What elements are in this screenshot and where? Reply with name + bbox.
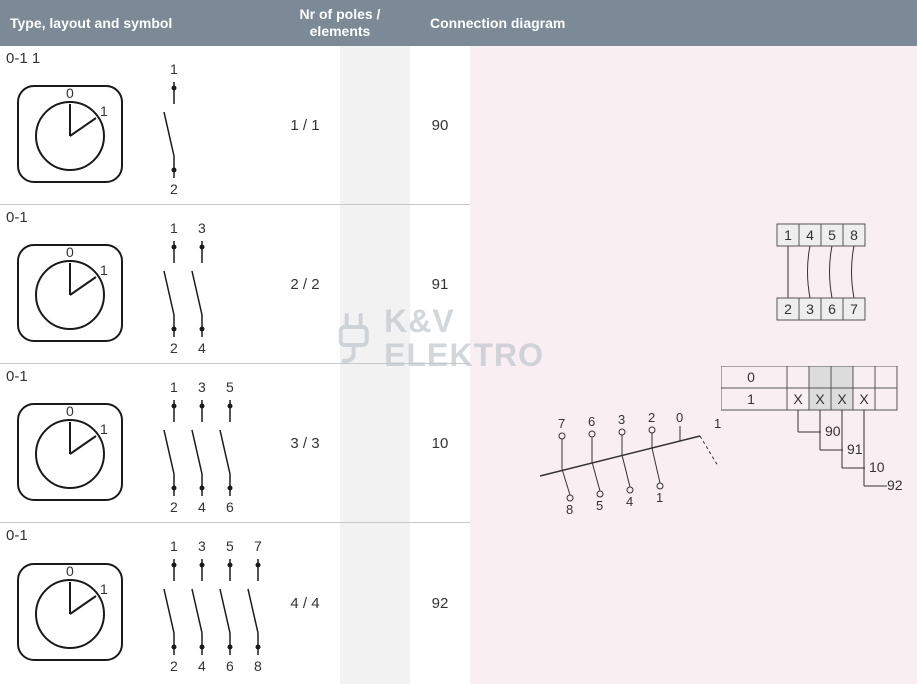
svg-text:1: 1 <box>170 379 178 395</box>
contact-top-label: 1 <box>170 61 178 77</box>
cam-bot: 5 <box>596 498 603 513</box>
ref-91: 91 <box>847 441 863 457</box>
dial-pos-0: 0 <box>66 85 74 101</box>
col-poles-body: 1 / 1 2 / 2 3 / 3 4 / 4 <box>270 46 340 684</box>
contact-symbols: 1 2 <box>160 60 270 200</box>
row-label: 0-1 <box>6 209 28 226</box>
term-r1-2: 5 <box>828 227 836 243</box>
svg-text:0: 0 <box>66 244 74 260</box>
contact-symbols: 1 2 3 4 5 6 7 8 <box>160 537 280 677</box>
svg-text:2: 2 <box>170 658 178 674</box>
header-col-type: Type, layout and symbol <box>0 15 270 31</box>
svg-text:3: 3 <box>198 538 206 554</box>
term-r2-2: 6 <box>828 301 836 317</box>
svg-text:5: 5 <box>226 379 234 395</box>
col-gap <box>340 46 410 684</box>
svg-text:2: 2 <box>170 499 178 515</box>
svg-text:5: 5 <box>226 538 234 554</box>
poles-value: 4 / 4 <box>270 523 340 683</box>
header-poles-line1: Nr of poles / <box>270 6 410 23</box>
svg-text:4: 4 <box>198 340 206 356</box>
tt-mark: X <box>815 391 825 407</box>
svg-text:3: 3 <box>198 379 206 395</box>
type-row: 0-1 0 1 1 2 3 4 5 6 7 8 <box>0 523 270 683</box>
rotary-dial-icon: 0 1 <box>10 74 130 194</box>
col-type-body: 0-1 1 0 1 1 2 <box>0 46 270 684</box>
conn-num: 90 <box>410 46 470 205</box>
rotary-dial-icon: 0 1 <box>10 552 130 672</box>
dial-pos-1: 1 <box>100 103 108 119</box>
tt-mark: X <box>837 391 847 407</box>
term-r2-1: 3 <box>806 301 814 317</box>
rotary-dial-icon: 0 1 <box>10 392 130 512</box>
term-r2-0: 2 <box>784 301 792 317</box>
tt-row-0: 0 <box>747 369 755 385</box>
header-poles-line2: elements <box>270 23 410 40</box>
svg-text:3: 3 <box>198 220 206 236</box>
cam-top: 3 <box>618 412 625 427</box>
cam-bot: 1 <box>656 490 663 505</box>
col-conn-num: 90 91 10 92 <box>410 46 470 684</box>
cam-label-0: 0 <box>676 410 683 425</box>
ref-90: 90 <box>825 423 841 439</box>
ref-10: 10 <box>869 459 885 475</box>
svg-text:1: 1 <box>170 220 178 236</box>
cam-switch-diagram: 0 1 7 6 3 2 8 5 4 1 <box>530 406 730 526</box>
term-r1-1: 4 <box>806 227 814 243</box>
svg-text:0: 0 <box>66 563 74 579</box>
svg-text:6: 6 <box>226 658 234 674</box>
svg-text:0: 0 <box>66 403 74 419</box>
rotary-dial-icon: 0 1 <box>10 233 130 353</box>
conn-num: 91 <box>410 205 470 364</box>
type-row: 0-1 0 1 1 2 3 4 <box>0 205 270 364</box>
cam-bot: 4 <box>626 494 633 509</box>
row-label: 0-1 <box>6 368 28 385</box>
cam-top: 6 <box>588 414 595 429</box>
svg-text:6: 6 <box>226 499 234 515</box>
cam-top: 7 <box>558 416 565 431</box>
svg-text:1: 1 <box>170 538 178 554</box>
table-body: 0-1 1 0 1 1 2 <box>0 46 917 684</box>
terminal-block-diagram: 1 4 5 8 2 3 6 7 <box>767 216 897 356</box>
contact-symbols: 1 2 3 4 <box>160 219 270 359</box>
contact-bottom-label: 2 <box>170 181 178 197</box>
type-row: 0-1 1 0 1 1 2 <box>0 46 270 205</box>
header-col-conn: Connection diagram <box>410 15 917 31</box>
poles-value: 1 / 1 <box>270 46 340 205</box>
cam-top: 2 <box>648 410 655 425</box>
tt-mark: X <box>859 391 869 407</box>
type-row: 0-1 0 1 1 2 3 4 5 6 <box>0 364 270 523</box>
svg-text:1: 1 <box>100 421 108 437</box>
row-label: 0-1 1 <box>6 50 40 67</box>
conn-num: 92 <box>410 523 470 683</box>
term-r1-0: 1 <box>784 227 792 243</box>
cam-label-1: 1 <box>714 416 721 431</box>
svg-text:1: 1 <box>100 581 108 597</box>
tt-row-1: 1 <box>747 391 755 407</box>
contact-symbols: 1 2 3 4 5 6 <box>160 378 270 518</box>
conn-num: 10 <box>410 364 470 523</box>
svg-text:4: 4 <box>198 499 206 515</box>
ref-92: 92 <box>887 477 903 493</box>
poles-value: 2 / 2 <box>270 205 340 364</box>
connection-diagram-area: 1 4 5 8 2 3 6 7 <box>470 46 917 684</box>
cam-bot: 8 <box>566 502 573 517</box>
header-col-poles: Nr of poles / elements <box>270 6 410 40</box>
tt-mark: X <box>793 391 803 407</box>
svg-text:7: 7 <box>254 538 262 554</box>
poles-value: 3 / 3 <box>270 364 340 523</box>
term-r2-3: 7 <box>850 301 858 317</box>
row-label: 0-1 <box>6 527 28 544</box>
term-r1-3: 8 <box>850 227 858 243</box>
truth-table-diagram: 0 1 X X X X 90 91 10 92 <box>721 366 911 546</box>
svg-text:8: 8 <box>254 658 262 674</box>
table-header: Type, layout and symbol Nr of poles / el… <box>0 0 917 46</box>
svg-text:4: 4 <box>198 658 206 674</box>
svg-text:2: 2 <box>170 340 178 356</box>
svg-text:1: 1 <box>100 262 108 278</box>
